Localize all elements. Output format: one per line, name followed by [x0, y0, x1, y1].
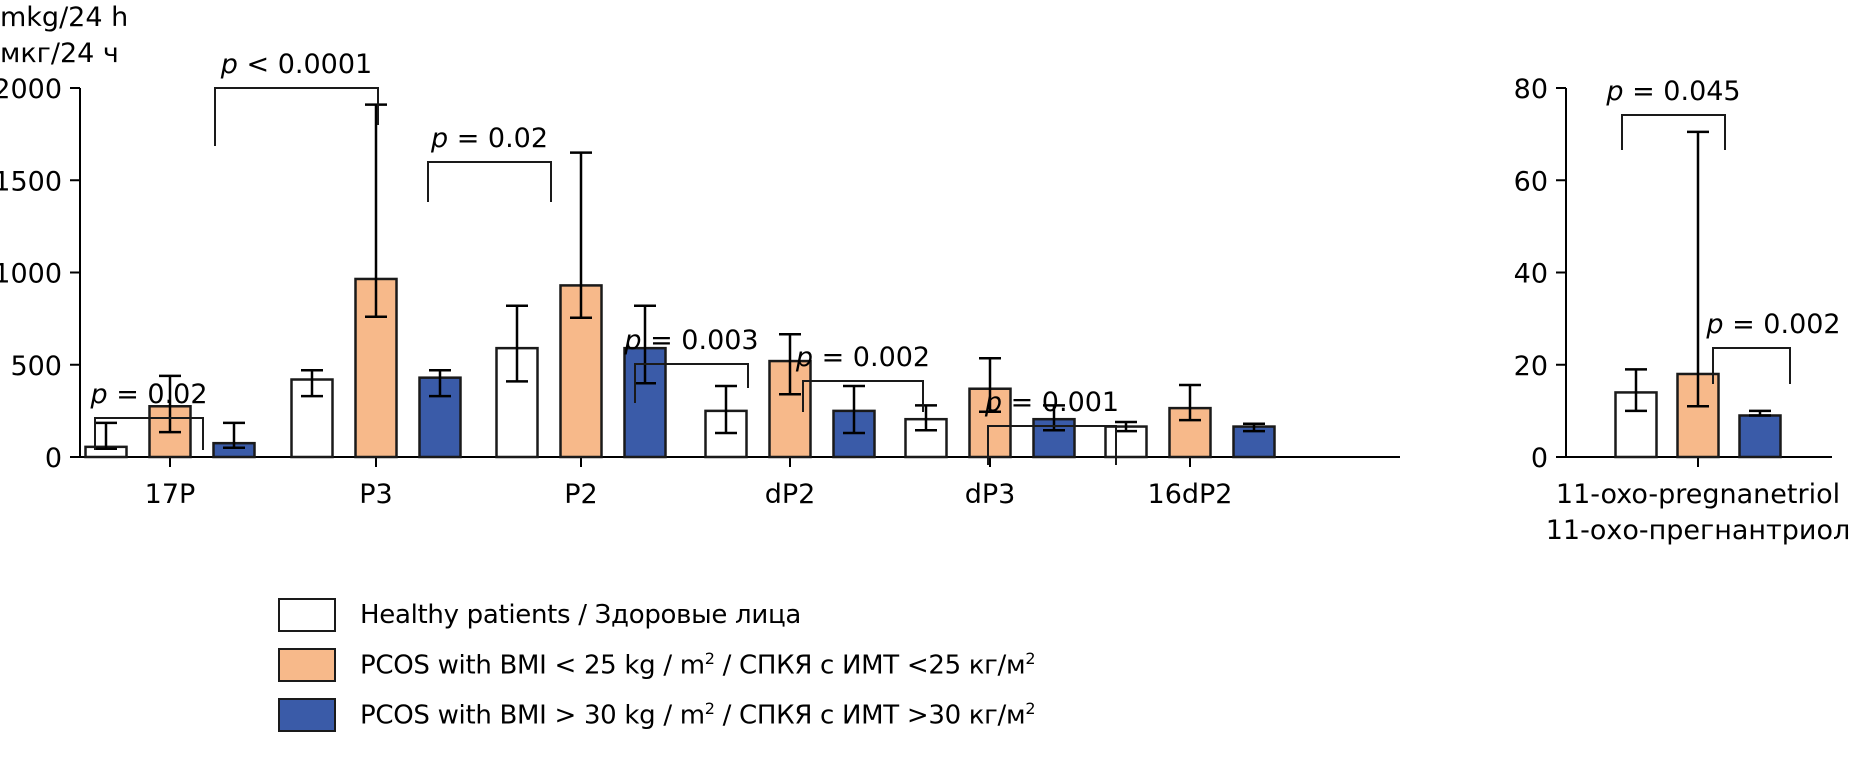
bracket-line	[214, 87, 379, 146]
y-tick-label: 1000	[0, 259, 62, 290]
bracket-line	[427, 161, 552, 202]
x-tick-label-english: 11-oxo-pregnanetriol	[1556, 479, 1840, 510]
bracket-line	[1712, 347, 1791, 384]
p-value-label: p = 0.002	[1705, 309, 1840, 340]
significance-bracket: p = 0.003	[623, 325, 759, 403]
y-tick-label: 40	[1514, 259, 1548, 290]
y-tick-label: 1500	[0, 166, 62, 197]
legend-swatch-pcos-lean	[278, 648, 336, 682]
significance-bracket: p = 0.002	[1705, 309, 1841, 384]
y-tick-label: 0	[45, 443, 62, 474]
significance-bracket: p = 0.002	[795, 342, 930, 412]
p-value-label: p < 0.0001	[220, 49, 372, 80]
right-panel: 0 20 40 60 80 11-oxo-pregnanetriol 11-охо-прег…	[1514, 74, 1850, 546]
legend-label-healthy: Healthy patients / Здоровые лица	[360, 600, 802, 630]
x-tick-label-17p: 17P	[145, 479, 196, 510]
legend-swatch-healthy	[278, 598, 336, 632]
p-value-label: p = 0.045	[1605, 76, 1740, 107]
x-tick-label-p2: P2	[564, 479, 597, 510]
y-tick-label: 60	[1514, 166, 1548, 197]
significance-bracket: p = 0.02	[89, 379, 208, 450]
x-tick-label-dp2: dP2	[765, 479, 816, 510]
y-axis-label: mkg/24 h	[0, 2, 128, 33]
x-tick-label-p3: P3	[359, 479, 392, 510]
left-panel: 0 500 1000 1500 2000 mkg/24 h мкг/24 ч 17P P3 P2 d…	[0, 2, 1400, 510]
y-tick-label: 500	[10, 351, 62, 382]
legend-label-pcos-obese: PCOS with BMI > 30 kg / m2 / СПКЯ с ИМТ …	[360, 699, 1036, 731]
bracket-line	[987, 425, 1117, 465]
legend-label-pcos-lean: PCOS with BMI < 25 kg / m2 / СПКЯ с ИМТ …	[360, 649, 1036, 681]
x-tick-label-dp3: dP3	[965, 479, 1016, 510]
legend-swatch-pcos-obese	[278, 698, 336, 732]
bracket-line	[1621, 114, 1726, 150]
bracket-line	[94, 417, 204, 450]
y-tick-label: 80	[1514, 74, 1548, 105]
p-value-label: p = 0.001	[984, 387, 1119, 418]
p-value-label: p = 0.02	[89, 379, 207, 410]
significance-bracket: p = 0.001	[984, 387, 1119, 465]
x-tick-label-16dp2: 16dP2	[1148, 479, 1233, 510]
p-value-label: p = 0.003	[623, 325, 758, 356]
bracket-line	[634, 363, 749, 403]
legend-item-healthy: Healthy patients / Здоровые лица	[278, 590, 1035, 640]
legend: Healthy patients / Здоровые лица PCOS wi…	[278, 590, 1036, 740]
x-tick-label-russian: 11-охо-прегнантриол	[1546, 515, 1850, 546]
y-tick-label: 20	[1514, 351, 1548, 382]
bar-11-oxo-pregnanetriol-series-2	[1738, 414, 1782, 459]
p-value-label: p = 0.002	[795, 342, 930, 373]
y-axis-label: мкг/24 ч	[0, 38, 119, 69]
legend-item-pcos-obese: PCOS with BMI > 30 kg / m2 / СПКЯ с ИМТ …	[278, 690, 1036, 740]
bracket-line	[802, 380, 924, 412]
significance-bracket: p < 0.0001	[214, 49, 379, 146]
significance-bracket: p = 0.02	[427, 123, 552, 202]
legend-item-pcos-lean: PCOS with BMI < 25 kg / m2 / СПКЯ с ИМТ …	[278, 640, 1036, 690]
y-tick-label: 2000	[0, 74, 62, 105]
p-value-label: p = 0.02	[430, 123, 548, 154]
significance-bracket: p = 0.045	[1605, 76, 1741, 150]
y-tick-label: 0	[1531, 443, 1548, 474]
